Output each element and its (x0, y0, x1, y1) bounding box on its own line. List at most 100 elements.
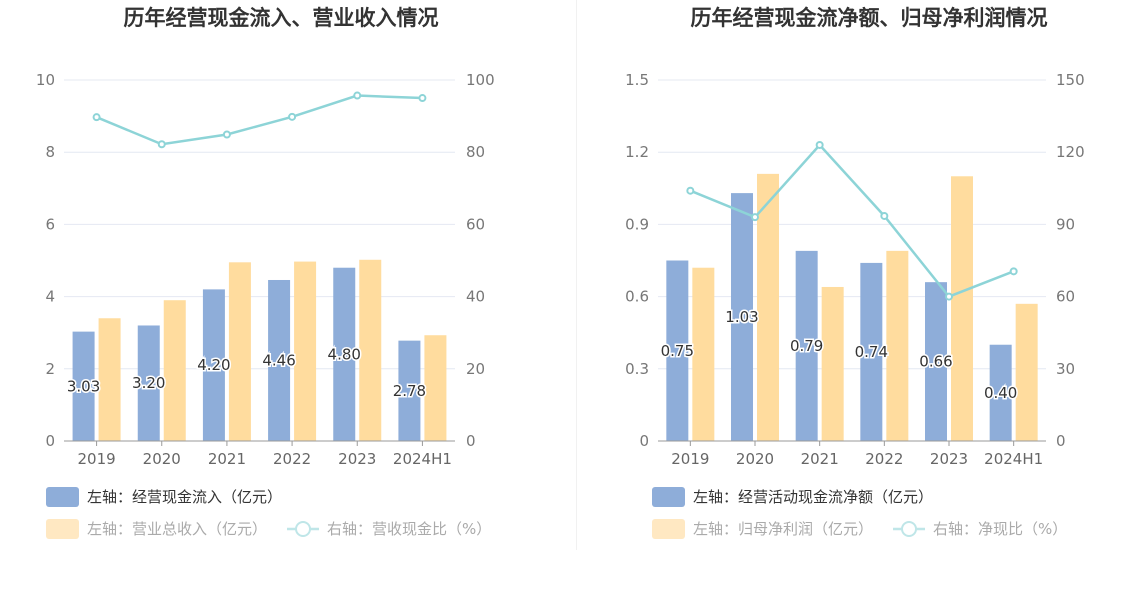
left-axis-tick: 0.9 (625, 215, 649, 233)
x-axis-tick-label: 2021 (801, 450, 839, 468)
ratio-point (418, 94, 427, 103)
x-axis-tick-label: 2023 (338, 450, 376, 468)
x-axis-tick-label: 2019 (671, 450, 709, 468)
left-axis-tick: 1.2 (625, 143, 649, 161)
legend-label-primary: 左轴：经营现金流入（亿元） (87, 488, 282, 506)
right-axis-tick: 40 (466, 288, 485, 306)
legend-label-line: 右轴：净现比（%） (933, 520, 1067, 538)
chart-title: 历年经营现金流净额、归母净利润情况 (691, 6, 1048, 30)
bar-primary (925, 282, 947, 441)
left-axis-tick: 6 (45, 215, 55, 233)
bar-secondary (1015, 303, 1038, 441)
ratio-point (222, 130, 231, 139)
left-axis-tick: 4 (45, 288, 55, 306)
right-axis-tick: 0 (466, 432, 476, 450)
right-axis-tick: 80 (466, 143, 485, 161)
bar-value-label: 0.74 (855, 343, 888, 361)
bar-value-label: 3.20 (132, 374, 165, 392)
right-axis-tick: 90 (1056, 215, 1075, 233)
bar-value-label: 0.75 (661, 342, 694, 360)
left-axis-tick: 2 (45, 360, 55, 378)
right-axis-tick: 100 (466, 71, 495, 89)
x-axis-tick-label: 2020 (143, 450, 181, 468)
bar-secondary (98, 318, 121, 441)
chart-panel-net-cash: 历年经营现金流净额、归母净利润情况 0.75 1.03 0.79 0.74 0.66 0.… (574, 0, 1148, 589)
ratio-line (686, 140, 1018, 301)
left-axis-tick: 8 (45, 143, 55, 161)
left-axis-tick: 10 (36, 71, 55, 89)
axes: 0 0 2 20 4 40 6 60 8 80 10 100 2019 2020 2021 2022 2023 2… (36, 71, 495, 468)
bar-primary (795, 250, 818, 441)
bar-value-label: 2.78 (393, 382, 426, 400)
x-axis-tick-label: 2021 (208, 450, 246, 468)
ratio-line-path (96, 94, 423, 146)
ratio-point (686, 186, 695, 195)
bar-primary (333, 267, 356, 441)
bar-primary (398, 340, 421, 441)
legend-label-line: 右轴：营收现金比（%） (327, 520, 491, 538)
bar-value-label: 1.03 (725, 308, 758, 326)
right-axis-tick: 30 (1056, 360, 1075, 378)
legend-swatch-secondary (46, 519, 79, 539)
bar-primary (72, 331, 95, 441)
legend-line-marker (295, 521, 312, 537)
legend-label-primary: 左轴：经营活动现金流净额（亿元） (693, 488, 933, 506)
ratio-line (92, 91, 427, 149)
grid-lines (658, 79, 1046, 370)
right-axis-tick: 60 (466, 215, 485, 233)
grid-lines (64, 79, 455, 370)
chart-panel-cash-inflow: 历年经营现金流入、营业收入情况 3.03 3.20 4.20 4.46 4.80 2.78… (36, 6, 495, 539)
bar-value-label: 4.46 (262, 351, 295, 369)
bar-secondary (951, 176, 973, 441)
ratio-point (1009, 267, 1018, 276)
x-axis-tick-label: 2019 (77, 450, 115, 468)
chart-svg-net-cash: 历年经营现金流净额、归母净利润情况 0.751.030.79 0.740.660.… (625, 6, 1085, 539)
bar-secondary (359, 259, 382, 441)
legend-label-secondary: 左轴：归母净利润（亿元） (693, 520, 873, 538)
bar-labels: 0.75 1.03 0.79 0.74 0.66 0.40 (659, 307, 1019, 404)
bar-value-label: 0.79 (790, 337, 823, 355)
ratio-point (157, 140, 166, 149)
ratio-point (288, 112, 297, 121)
left-axis-tick: 0 (45, 432, 55, 450)
ratio-point (880, 211, 889, 220)
x-axis-tick-label: 2022 (273, 450, 311, 468)
right-axis-tick: 60 (1056, 288, 1075, 306)
right-axis-tick: 120 (1056, 143, 1085, 161)
legend[interactable]: 左轴：经营活动现金流净额（亿元） 左轴：归母净利润（亿元） 右轴：净现比（%） (652, 487, 1067, 539)
bar-value-label: 4.20 (197, 356, 230, 374)
ratio-point (751, 213, 759, 222)
legend-swatch-primary (652, 487, 685, 507)
bar-value-label: 0.66 (919, 353, 952, 371)
x-axis-tick-label: 2023 (930, 450, 968, 468)
bar-secondary (757, 173, 779, 442)
bar-secondary (692, 267, 715, 441)
right-axis-tick: 0 (1056, 432, 1066, 450)
chart-title: 历年经营现金流入、营业收入情况 (124, 6, 439, 30)
axes: 0 0 0.3 30 0.6 60 0.9 90 1.2 120 1.5 150 2019 2020 202… (625, 71, 1085, 468)
bar-value-label: 3.03 (67, 377, 100, 395)
left-axis-tick: 1.5 (625, 71, 649, 89)
legend-swatch-primary (46, 487, 79, 507)
bars (72, 259, 447, 441)
bar-primary (137, 325, 160, 441)
bar-primary (268, 279, 291, 441)
left-axis-tick: 0.3 (625, 360, 649, 378)
bar-secondary (424, 335, 447, 441)
bar-primary (989, 344, 1012, 441)
legend-label-secondary: 左轴：营业总收入（亿元） (87, 520, 267, 538)
bar-secondary (228, 262, 251, 441)
bar-secondary (294, 261, 317, 441)
bar-primary (731, 193, 753, 441)
x-axis-tick-label: 2024H1 (393, 450, 452, 468)
left-axis-tick: 0 (639, 432, 649, 450)
legend-swatch-secondary (652, 519, 685, 539)
bar-primary (202, 289, 225, 441)
bar-value-label: 0.40 (984, 384, 1017, 402)
ratio-line-path (689, 143, 1015, 299)
x-axis-tick-label: 2024H1 (984, 450, 1043, 468)
legend-line-marker (901, 521, 918, 537)
bar-primary (860, 262, 883, 441)
ratio-point (945, 292, 953, 301)
legend[interactable]: 左轴：经营现金流入（亿元） 左轴：营业总收入（亿元） 右轴：营收现金比（%） (46, 487, 491, 539)
